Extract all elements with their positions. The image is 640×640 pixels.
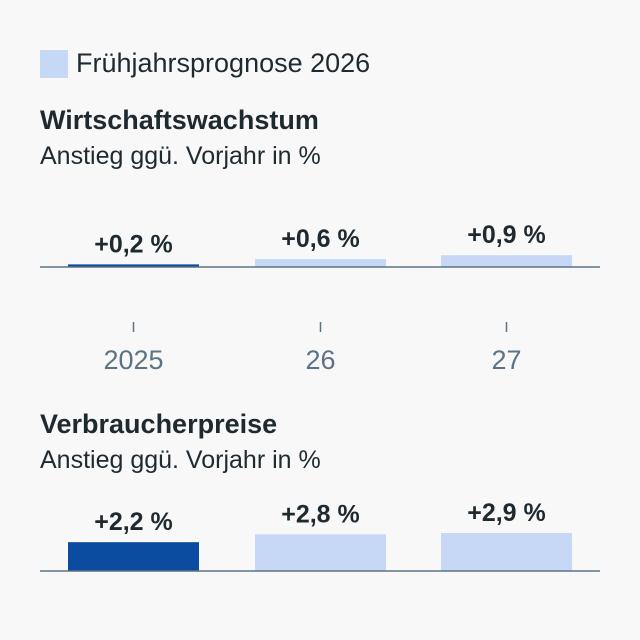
x-tick-label-2025: 2025 xyxy=(103,345,163,375)
chart-1-subtitle: Anstieg ggü. Vorjahr in % xyxy=(40,142,321,170)
chart-2-title: Verbraucherpreise xyxy=(40,409,278,439)
legend: Frühjahrsprognose 2026 xyxy=(40,48,370,79)
chart-2-bar-27 xyxy=(441,533,572,571)
chart-1-title: Wirtschaftswachstum xyxy=(40,105,319,135)
legend-label: Frühjahrsprognose 2026 xyxy=(76,48,371,78)
chart-1-value-label-26: +0,6 % xyxy=(281,225,360,253)
x-tick-label-26: 26 xyxy=(305,345,335,375)
chart-2-value-label-2025: +2,2 % xyxy=(94,508,173,536)
chart-2-value-label-26: +2,8 % xyxy=(281,500,360,528)
chart-2-bar-26 xyxy=(255,534,386,571)
chart-1-value-label-27: +0,9 % xyxy=(467,221,546,249)
x-tick-label-27: 27 xyxy=(491,345,521,375)
chart-2-bar-2025 xyxy=(68,542,199,571)
legend-swatch xyxy=(40,49,68,78)
chart-1-bar-2025 xyxy=(68,264,199,267)
chart-2-subtitle: Anstieg ggü. Vorjahr in % xyxy=(40,446,321,474)
chart-1-bar-26 xyxy=(255,259,386,267)
chart-2-value-label-27: +2,9 % xyxy=(467,499,546,527)
chart-1-bar-27 xyxy=(441,255,572,267)
chart-1-value-label-2025: +0,2 % xyxy=(94,230,173,258)
